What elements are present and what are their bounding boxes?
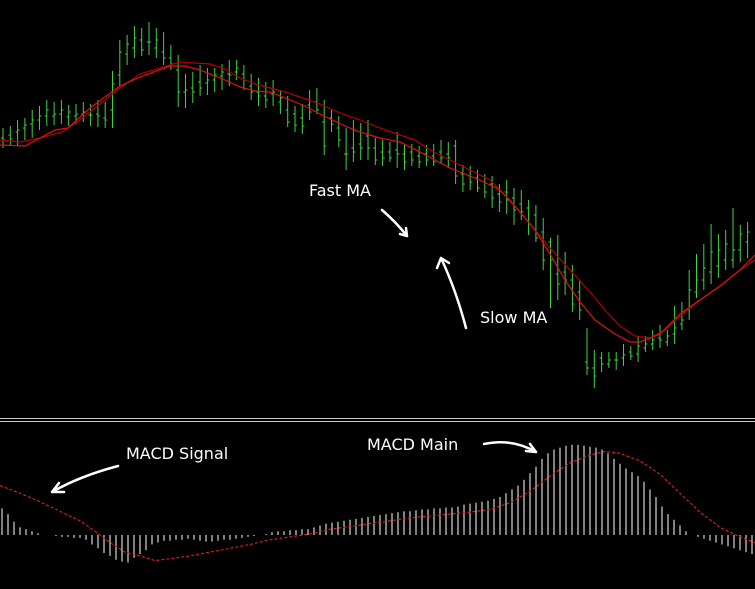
price-bar bbox=[431, 144, 436, 166]
price-bar bbox=[519, 190, 524, 220]
price-bar bbox=[731, 208, 735, 268]
price-bar bbox=[548, 238, 553, 308]
price-bar bbox=[300, 104, 305, 134]
price-bar bbox=[387, 142, 392, 162]
price-bar bbox=[643, 336, 648, 352]
price-bar bbox=[117, 40, 122, 87]
price-bar bbox=[103, 102, 108, 128]
price-bar bbox=[577, 280, 582, 320]
price-bar bbox=[716, 234, 721, 278]
price-bar bbox=[628, 346, 633, 360]
price-bar bbox=[22, 118, 27, 140]
price-bar bbox=[358, 123, 363, 160]
price-bar bbox=[278, 90, 283, 114]
macd-signal-arrow bbox=[50, 464, 120, 494]
price-bar bbox=[701, 244, 706, 290]
price-bar bbox=[44, 100, 49, 126]
price-bar bbox=[30, 110, 35, 138]
price-bar bbox=[373, 138, 378, 165]
price-bar bbox=[154, 28, 159, 58]
price-bar bbox=[533, 205, 538, 242]
price-bar bbox=[66, 105, 71, 126]
price-bar bbox=[366, 120, 370, 160]
price-bar bbox=[147, 22, 151, 55]
price-bar bbox=[285, 96, 290, 127]
price-bar bbox=[650, 330, 655, 350]
price-bar bbox=[665, 330, 670, 346]
price-bar bbox=[380, 140, 385, 166]
price-bar bbox=[402, 144, 407, 170]
price-bar bbox=[723, 230, 728, 270]
price-bar bbox=[585, 328, 589, 375]
price-bar bbox=[59, 100, 64, 124]
price-bar bbox=[139, 28, 144, 56]
macd-main-label: MACD Main bbox=[367, 435, 458, 454]
macd-signal-label: MACD Signal bbox=[126, 444, 228, 463]
price-bar bbox=[636, 336, 641, 362]
macd-signal-line bbox=[0, 450, 755, 562]
price-bar bbox=[395, 132, 400, 168]
slow-ma-arrow bbox=[435, 256, 468, 330]
price-bar bbox=[512, 188, 516, 225]
price-bar bbox=[439, 140, 443, 164]
price-bars bbox=[1, 22, 750, 388]
price-bar bbox=[745, 222, 750, 258]
price-bar bbox=[344, 128, 349, 170]
price-bar bbox=[37, 106, 42, 130]
price-bar bbox=[453, 140, 458, 184]
price-bar bbox=[621, 344, 626, 366]
price-bar bbox=[417, 146, 422, 168]
price-bar bbox=[95, 100, 100, 127]
price-bar bbox=[183, 74, 188, 108]
price-bar bbox=[658, 325, 662, 348]
slow-ma-line bbox=[0, 61, 755, 339]
price-bar bbox=[599, 352, 604, 372]
fast-ma-line bbox=[0, 65, 755, 343]
price-bar bbox=[307, 90, 312, 120]
price-bar bbox=[460, 165, 465, 192]
price-bar bbox=[336, 116, 341, 147]
price-bar bbox=[679, 302, 684, 330]
price-bar bbox=[592, 350, 597, 388]
price-bar bbox=[614, 352, 619, 370]
price-bar bbox=[249, 74, 254, 100]
price-bar bbox=[234, 60, 239, 80]
price-bar bbox=[15, 120, 20, 145]
fast-ma-label: Fast MA bbox=[309, 181, 371, 200]
price-bar bbox=[322, 100, 327, 155]
price-bar bbox=[125, 35, 130, 65]
macd-main-arrow bbox=[482, 441, 538, 454]
price-bar bbox=[606, 352, 611, 368]
price-bar bbox=[256, 78, 261, 106]
price-bar bbox=[161, 32, 166, 65]
price-bar bbox=[446, 142, 451, 168]
price-bar bbox=[672, 306, 677, 344]
price-bar bbox=[212, 68, 217, 92]
slow-ma-label: Slow MA bbox=[480, 308, 547, 327]
price-bar bbox=[293, 106, 297, 132]
price-bar bbox=[738, 225, 743, 262]
price-bar bbox=[351, 120, 356, 162]
fast-ma-arrow bbox=[380, 208, 409, 238]
price-bar bbox=[709, 224, 714, 284]
price-bar bbox=[329, 110, 334, 132]
price-bar bbox=[694, 254, 699, 298]
macd-histogram bbox=[1, 444, 753, 563]
price-bar bbox=[132, 26, 137, 58]
price-bar bbox=[190, 72, 195, 103]
price-bar bbox=[8, 126, 13, 146]
price-bar bbox=[176, 55, 181, 107]
price-bar bbox=[110, 71, 115, 128]
price-bar bbox=[52, 102, 57, 125]
